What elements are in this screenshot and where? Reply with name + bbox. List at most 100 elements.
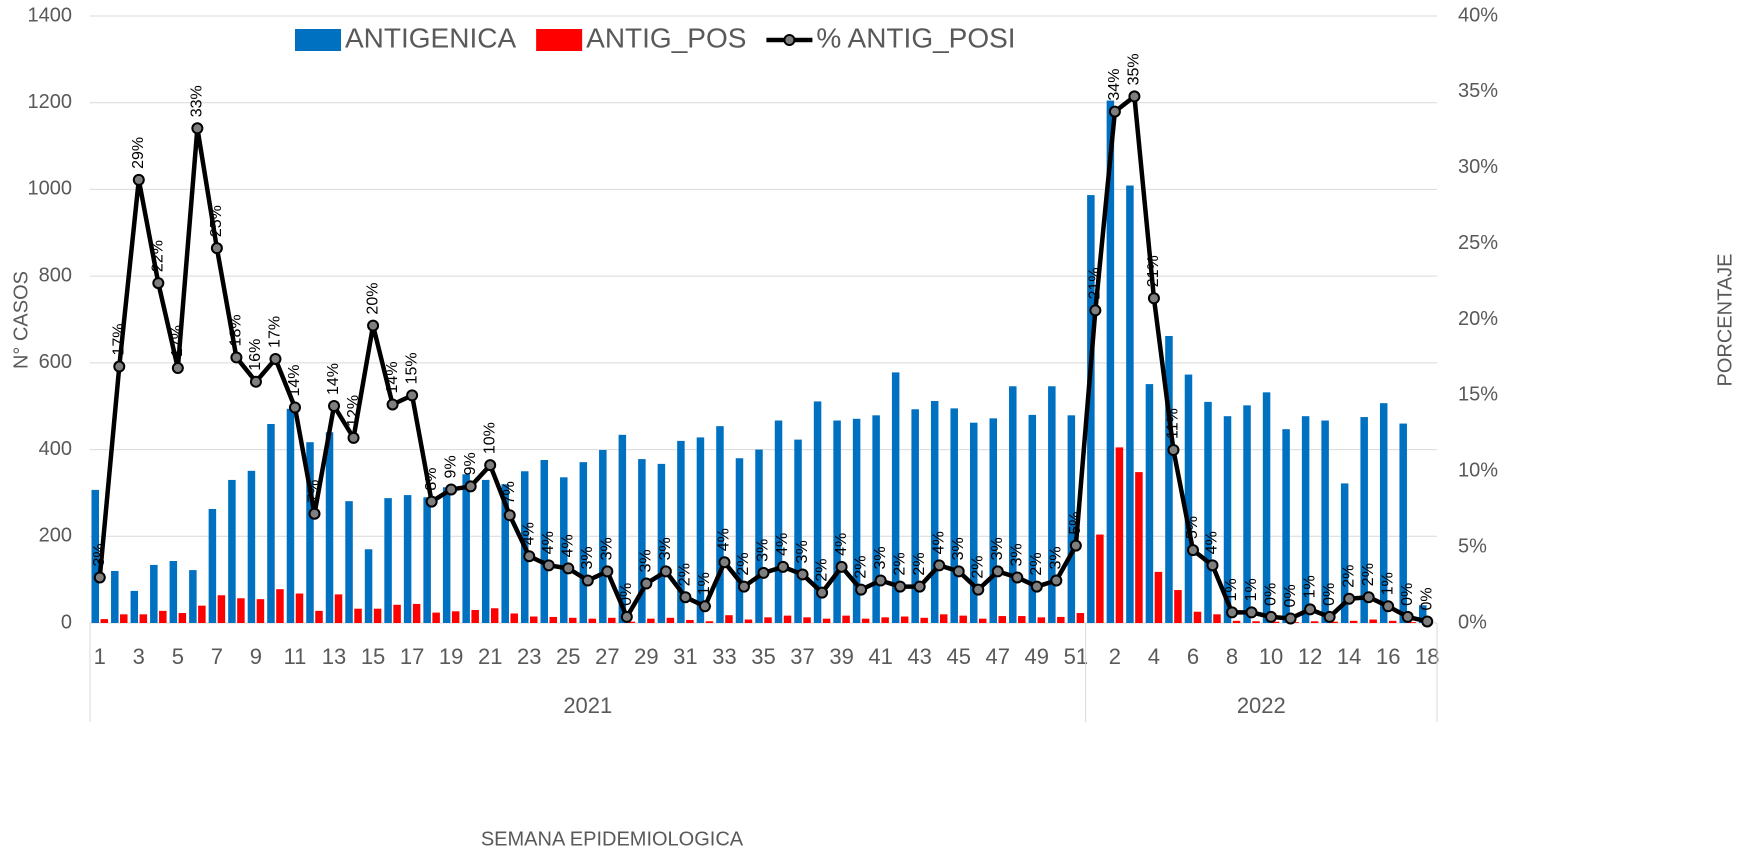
bar bbox=[696, 437, 705, 623]
data-label: 1% bbox=[1223, 578, 1240, 601]
bar bbox=[1349, 620, 1358, 623]
marker bbox=[269, 352, 282, 365]
x-tick-label: 1 bbox=[94, 644, 106, 669]
data-label: 3% bbox=[1048, 546, 1065, 569]
y-tick-label: 800 bbox=[39, 264, 72, 286]
data-label: 0% bbox=[1282, 584, 1299, 607]
x-tick-label: 6 bbox=[1187, 644, 1199, 669]
data-label: 15% bbox=[403, 352, 420, 384]
data-label: 4% bbox=[716, 528, 733, 551]
x-tick-label: 2 bbox=[1109, 644, 1121, 669]
bar bbox=[549, 616, 558, 623]
bar bbox=[286, 408, 295, 623]
bar bbox=[373, 608, 382, 623]
marker bbox=[894, 580, 907, 593]
x-tick-label: 19 bbox=[439, 644, 463, 669]
data-label: 33% bbox=[189, 85, 206, 117]
x-tick-label: 51 bbox=[1064, 644, 1088, 669]
x-tick-label: 9 bbox=[250, 644, 262, 669]
data-label: 4% bbox=[833, 533, 850, 556]
marker bbox=[152, 277, 165, 290]
bar bbox=[783, 615, 792, 623]
data-label: 2% bbox=[852, 555, 869, 578]
bar bbox=[599, 450, 607, 623]
x-tick-label: 12 bbox=[1298, 644, 1322, 669]
bar bbox=[959, 615, 967, 623]
bar bbox=[432, 612, 440, 623]
marker bbox=[757, 566, 770, 579]
x-tick-label: 41 bbox=[868, 644, 892, 669]
marker bbox=[1011, 571, 1024, 584]
data-label: 3% bbox=[638, 549, 655, 572]
bar bbox=[237, 598, 245, 623]
bar bbox=[334, 594, 343, 623]
x-tick-label: 45 bbox=[946, 644, 970, 669]
bar bbox=[579, 462, 588, 623]
data-label: 9% bbox=[442, 455, 459, 478]
bar bbox=[911, 409, 919, 623]
bar bbox=[1310, 621, 1319, 623]
x-tick-label: 39 bbox=[829, 644, 853, 669]
x-tick-label: 5 bbox=[172, 644, 184, 669]
marker bbox=[1421, 615, 1434, 628]
marker bbox=[1343, 592, 1356, 605]
data-label: 10% bbox=[481, 422, 498, 454]
data-label: 3% bbox=[599, 537, 616, 560]
bar bbox=[978, 618, 987, 623]
bar bbox=[529, 616, 538, 623]
marker bbox=[484, 459, 497, 472]
bar bbox=[325, 432, 334, 623]
bar bbox=[822, 618, 831, 623]
y2-tick-label: 25% bbox=[1458, 232, 1498, 254]
bar bbox=[1184, 374, 1193, 623]
bar bbox=[666, 617, 675, 623]
bar bbox=[217, 595, 226, 623]
x-tick-label: 10 bbox=[1259, 644, 1283, 669]
bar bbox=[1096, 534, 1104, 623]
bar bbox=[1321, 420, 1329, 623]
marker bbox=[698, 600, 711, 613]
y2-axis-title: PORCENTAJE bbox=[1714, 254, 1736, 387]
data-label: 8% bbox=[423, 467, 440, 490]
data-label: 2% bbox=[677, 563, 694, 586]
data-label: 35% bbox=[1126, 53, 1143, 85]
y-tick-label: 1400 bbox=[28, 4, 73, 26]
group-label: 2021 bbox=[563, 693, 612, 718]
marker bbox=[1265, 610, 1278, 623]
bar bbox=[735, 458, 744, 623]
marker bbox=[1050, 574, 1063, 587]
bar bbox=[852, 418, 861, 623]
data-label: 1% bbox=[696, 572, 713, 595]
bar bbox=[267, 423, 275, 623]
marker bbox=[386, 398, 399, 411]
data-label: 2% bbox=[891, 552, 908, 575]
data-label: 16% bbox=[247, 339, 264, 371]
bar bbox=[1009, 386, 1017, 623]
marker bbox=[132, 173, 145, 186]
data-label: 22% bbox=[150, 240, 167, 272]
data-label: 4% bbox=[930, 531, 947, 554]
bar bbox=[490, 608, 499, 623]
bar bbox=[686, 619, 694, 623]
data-label: 0% bbox=[1418, 587, 1435, 610]
bar bbox=[1243, 405, 1251, 623]
bar bbox=[755, 449, 763, 623]
bar bbox=[842, 615, 850, 623]
data-label: 2% bbox=[1340, 565, 1357, 588]
y-tick-label: 600 bbox=[39, 351, 72, 373]
bar bbox=[588, 618, 597, 623]
data-label: 7% bbox=[306, 480, 323, 503]
x-axis-title: SEMANA EPIDEMIOLOGICA bbox=[481, 828, 744, 850]
x-tick-label: 37 bbox=[790, 644, 814, 669]
bar bbox=[501, 484, 509, 623]
x-tick-label: 11 bbox=[284, 644, 307, 669]
bar bbox=[872, 415, 880, 623]
data-label: 3% bbox=[91, 543, 108, 566]
marker bbox=[1030, 580, 1043, 593]
data-label: 4% bbox=[1204, 531, 1221, 554]
x-tick-label: 21 bbox=[478, 644, 502, 669]
marker bbox=[620, 610, 633, 623]
marker bbox=[562, 562, 575, 575]
marker bbox=[913, 580, 926, 593]
bar bbox=[939, 614, 948, 623]
